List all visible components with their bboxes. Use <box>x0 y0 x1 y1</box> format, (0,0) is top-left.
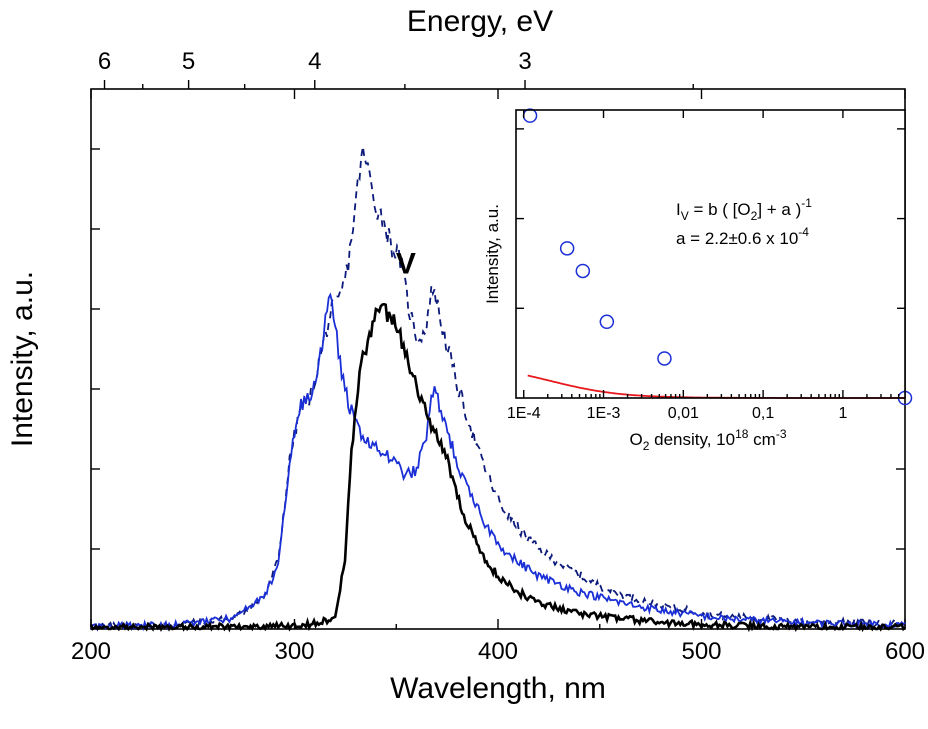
x-axis-label: Wavelength, nm <box>390 672 606 705</box>
inset-data-point <box>657 351 672 366</box>
peak-annotation-v: V <box>396 248 416 281</box>
inset-x-tick-label: 0,01 <box>668 405 699 422</box>
inset-x-tick-label: 1E-4 <box>507 405 541 422</box>
spectrum-series-line <box>89 302 906 633</box>
x-tick-label: 500 <box>681 638 721 665</box>
y-axis-label: Intensity, a.u. <box>6 271 39 447</box>
fit-parameter-a: a = 2.2±0.6 x 10-4 <box>676 225 809 248</box>
energy-tick-label: 3 <box>518 48 531 75</box>
inset-axis-ticks: 1E-4 1E-3 0,01 0,1 1 <box>507 110 905 422</box>
inset-background <box>516 110 905 398</box>
inset-x-axis-label: O2 density, 1018 cm-3 <box>629 427 786 453</box>
inset-data-point <box>599 314 615 330</box>
energy-tick-label: 4 <box>308 48 321 75</box>
x-tick-label: 400 <box>478 638 518 665</box>
inset-x-tick-label: 0,1 <box>752 405 774 422</box>
inset-x-tick-label: 1E-3 <box>587 405 621 422</box>
top-axis-label: Energy, eV <box>407 5 553 38</box>
main-axis-ticks: 200 300 400 500 600 6 5 4 3 <box>71 48 925 665</box>
x-tick-label: 200 <box>71 638 111 665</box>
spectrum-series-line <box>90 292 906 632</box>
inset-data-point <box>575 263 591 279</box>
x-tick-label: 600 <box>885 638 925 665</box>
energy-tick-label: 5 <box>182 48 195 75</box>
inset-plot-frame <box>515 109 906 399</box>
inset-data-point <box>559 241 575 256</box>
fit-equation: IV = b ( [O2] + a )-1 <box>676 196 812 223</box>
x-tick-label: 300 <box>274 638 314 665</box>
energy-tick-label: 6 <box>98 48 111 75</box>
inset-y-axis-label: Intensity, a.u. <box>483 204 502 304</box>
main-series-group <box>89 146 906 633</box>
inset-x-tick-label: 1 <box>838 405 847 422</box>
